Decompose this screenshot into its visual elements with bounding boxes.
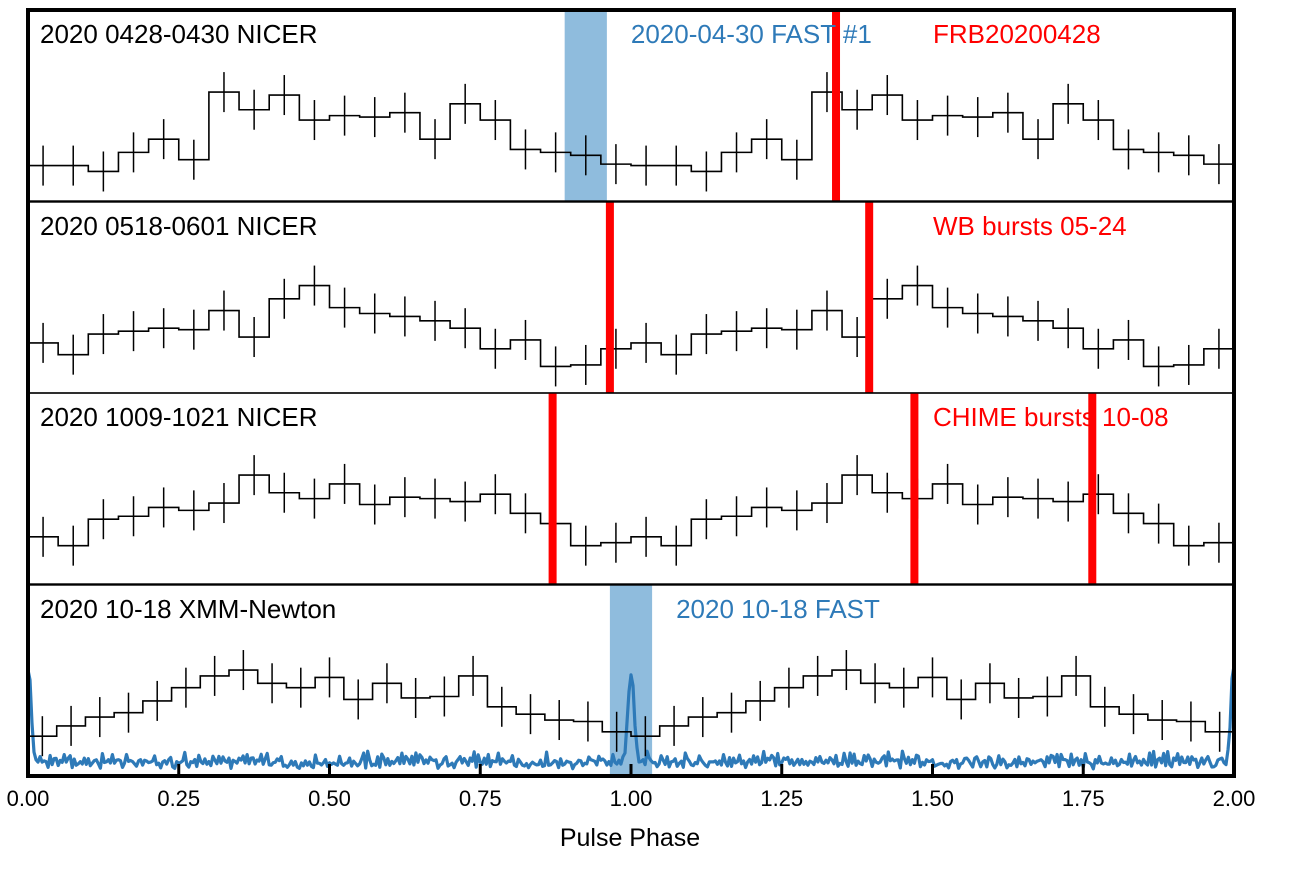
burst-marker — [548, 393, 557, 584]
panel-label: 2020 10-18 XMM-Newton — [40, 594, 336, 624]
panel-3: 2020 1009-1021 NICER CHIME bursts 10-08 — [27, 392, 1235, 585]
panel-label: 2020 0518-0601 NICER — [40, 211, 318, 241]
burst-marker — [865, 202, 874, 393]
panel-1: 2020 0428-0430 NICER 2020-04-30 FAST #1 FR… — [27, 9, 1235, 202]
x-tick-label: 1.25 — [760, 786, 803, 811]
x-tick-label: 1.00 — [610, 786, 653, 811]
burst-marker — [910, 393, 919, 584]
x-tick-label: 0.00 — [7, 786, 50, 811]
profile-step-line — [28, 669, 1234, 737]
x-tick-label: 0.75 — [459, 786, 502, 811]
profile-step-line — [28, 474, 1234, 547]
x-tick-label: 0.50 — [308, 786, 351, 811]
x-axis: 0.00 0.25 0.50 0.75 1.00 1.25 1.50 1.75 2.00 — [7, 764, 1256, 811]
x-tick-label: 1.75 — [1062, 786, 1105, 811]
burst-marker — [832, 10, 841, 201]
x-tick-label: 2.00 — [1213, 786, 1256, 811]
fast-label: 2020 10-18 FAST — [676, 594, 880, 624]
panel-2: 2020 0518-0601 NICER WB bursts 05-24 — [27, 201, 1235, 394]
burst-marker — [1088, 393, 1097, 584]
plot-area: 2020 0428-0430 NICER 2020-04-30 FAST #1 FR… — [26, 8, 1236, 778]
burst-label: WB bursts 05-24 — [933, 211, 1127, 241]
x-tick-label: 0.25 — [157, 786, 200, 811]
panel-label: 2020 1009-1021 NICER — [40, 402, 318, 432]
burst-label: FRB20200428 — [933, 19, 1101, 49]
x-tick-label: 1.50 — [911, 786, 954, 811]
profile-step-line — [28, 284, 1234, 368]
burst-marker — [605, 202, 614, 393]
fast-label: 2020-04-30 FAST #1 — [631, 19, 872, 49]
panel-4: 2020 10-18 XMM-Newton 2020 10-18 FAST — [26, 584, 1236, 777]
x-axis-label: Pulse Phase — [560, 824, 700, 852]
burst-label: CHIME bursts 10-08 — [933, 402, 1169, 432]
fast-series-line — [26, 665, 1236, 771]
panel-label: 2020 0428-0430 NICER — [40, 19, 318, 49]
profile-step-line — [28, 91, 1234, 173]
